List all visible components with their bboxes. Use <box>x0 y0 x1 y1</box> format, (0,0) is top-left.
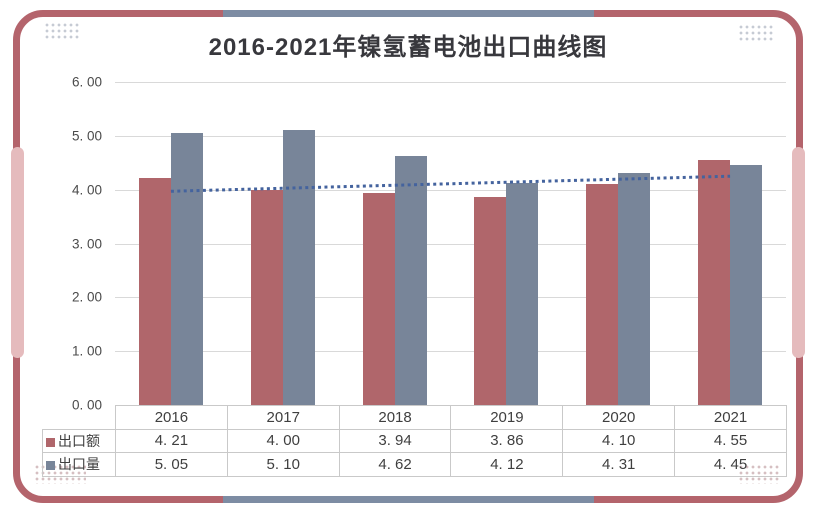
frame-accent-left <box>11 147 24 358</box>
y-tick-label: 2. 00 <box>71 289 102 305</box>
row-label-export-volume: 出口量 <box>42 452 116 477</box>
gridline <box>115 243 786 245</box>
year-cell: 2016 <box>115 405 228 430</box>
row-label-export-value: 出口额 <box>42 428 116 454</box>
table-row: 出口量 5. 05 5. 10 4. 62 4. 12 4. 31 4. 45 <box>42 452 787 477</box>
value-cell: 5. 05 <box>115 452 228 477</box>
bar-export-value-2017 <box>250 189 283 405</box>
row-label-text: 出口额 <box>58 432 100 449</box>
bar-export-volume-2016 <box>170 133 203 405</box>
bar-export-volume-2018 <box>394 156 427 405</box>
gridline <box>115 189 786 191</box>
corner-dots-top-right <box>738 24 774 41</box>
gridline <box>115 135 786 137</box>
plot-area <box>115 82 786 405</box>
value-cell: 3. 86 <box>450 428 564 454</box>
bar-export-volume-2017 <box>282 130 315 405</box>
gridline <box>115 82 786 83</box>
table-header-row: 2016 2017 2018 2019 2020 2021 <box>43 405 787 430</box>
y-tick-label: 6. 00 <box>71 74 102 90</box>
value-cell: 4. 12 <box>450 452 564 477</box>
value-cell: 4. 00 <box>226 428 340 454</box>
bar-export-value-2016 <box>138 178 171 405</box>
value-cell: 5. 10 <box>226 452 340 477</box>
frame-accent-top <box>223 10 594 17</box>
y-tick-label: 5. 00 <box>71 128 102 144</box>
value-cell: 4. 45 <box>674 452 787 477</box>
frame-accent-bottom <box>223 496 594 503</box>
y-tick-label: 4. 00 <box>71 182 102 198</box>
bar-export-value-2020 <box>586 184 619 405</box>
y-tick-label: 1. 00 <box>71 343 102 359</box>
y-tick-label: 3. 00 <box>71 236 102 251</box>
bar-export-volume-2020 <box>618 172 651 405</box>
value-cell: 4. 10 <box>562 428 676 454</box>
bar-export-value-2019 <box>474 197 507 405</box>
bar-export-volume-2021 <box>730 165 763 405</box>
frame-accent-right <box>792 147 805 358</box>
value-cell: 4. 31 <box>562 452 676 477</box>
gridline <box>115 351 786 353</box>
bar-export-value-2018 <box>362 192 395 405</box>
value-cell: 3. 94 <box>338 428 452 454</box>
value-cell: 4. 62 <box>338 452 452 477</box>
y-axis: 0. 00 1. 00 2. 00 3. 00 4. 00 5. 00 6. 00 <box>50 75 104 413</box>
legend-swatch-export-volume <box>46 461 55 471</box>
data-table: 2016 2017 2018 2019 2020 2021 出口额 4. 21 4. 00 3. … <box>42 405 787 477</box>
corner-dots-top-left <box>44 22 80 39</box>
year-cell: 2018 <box>338 405 452 430</box>
gridline <box>115 297 786 299</box>
y-tick-label: 0. 00 <box>71 397 102 413</box>
year-cell: 2021 <box>674 405 787 430</box>
legend-swatch-export-value <box>46 437 55 447</box>
value-cell: 4. 21 <box>115 428 228 454</box>
chart-title: 2016-2021年镍氢蓄电池出口曲线图 <box>208 34 608 61</box>
year-cell: 2019 <box>450 405 564 430</box>
value-cell: 4. 55 <box>674 428 787 454</box>
row-label-text: 出口量 <box>58 456 100 473</box>
year-cell: 2017 <box>226 405 340 430</box>
year-cell: 2020 <box>562 405 676 430</box>
table-row: 出口额 4. 21 4. 00 3. 94 3. 86 4. 10 4. 55 <box>42 428 787 454</box>
table-corner-cell <box>43 406 116 430</box>
bar-export-volume-2019 <box>506 183 539 405</box>
trendline <box>170 174 731 193</box>
bar-export-value-2021 <box>698 160 731 405</box>
